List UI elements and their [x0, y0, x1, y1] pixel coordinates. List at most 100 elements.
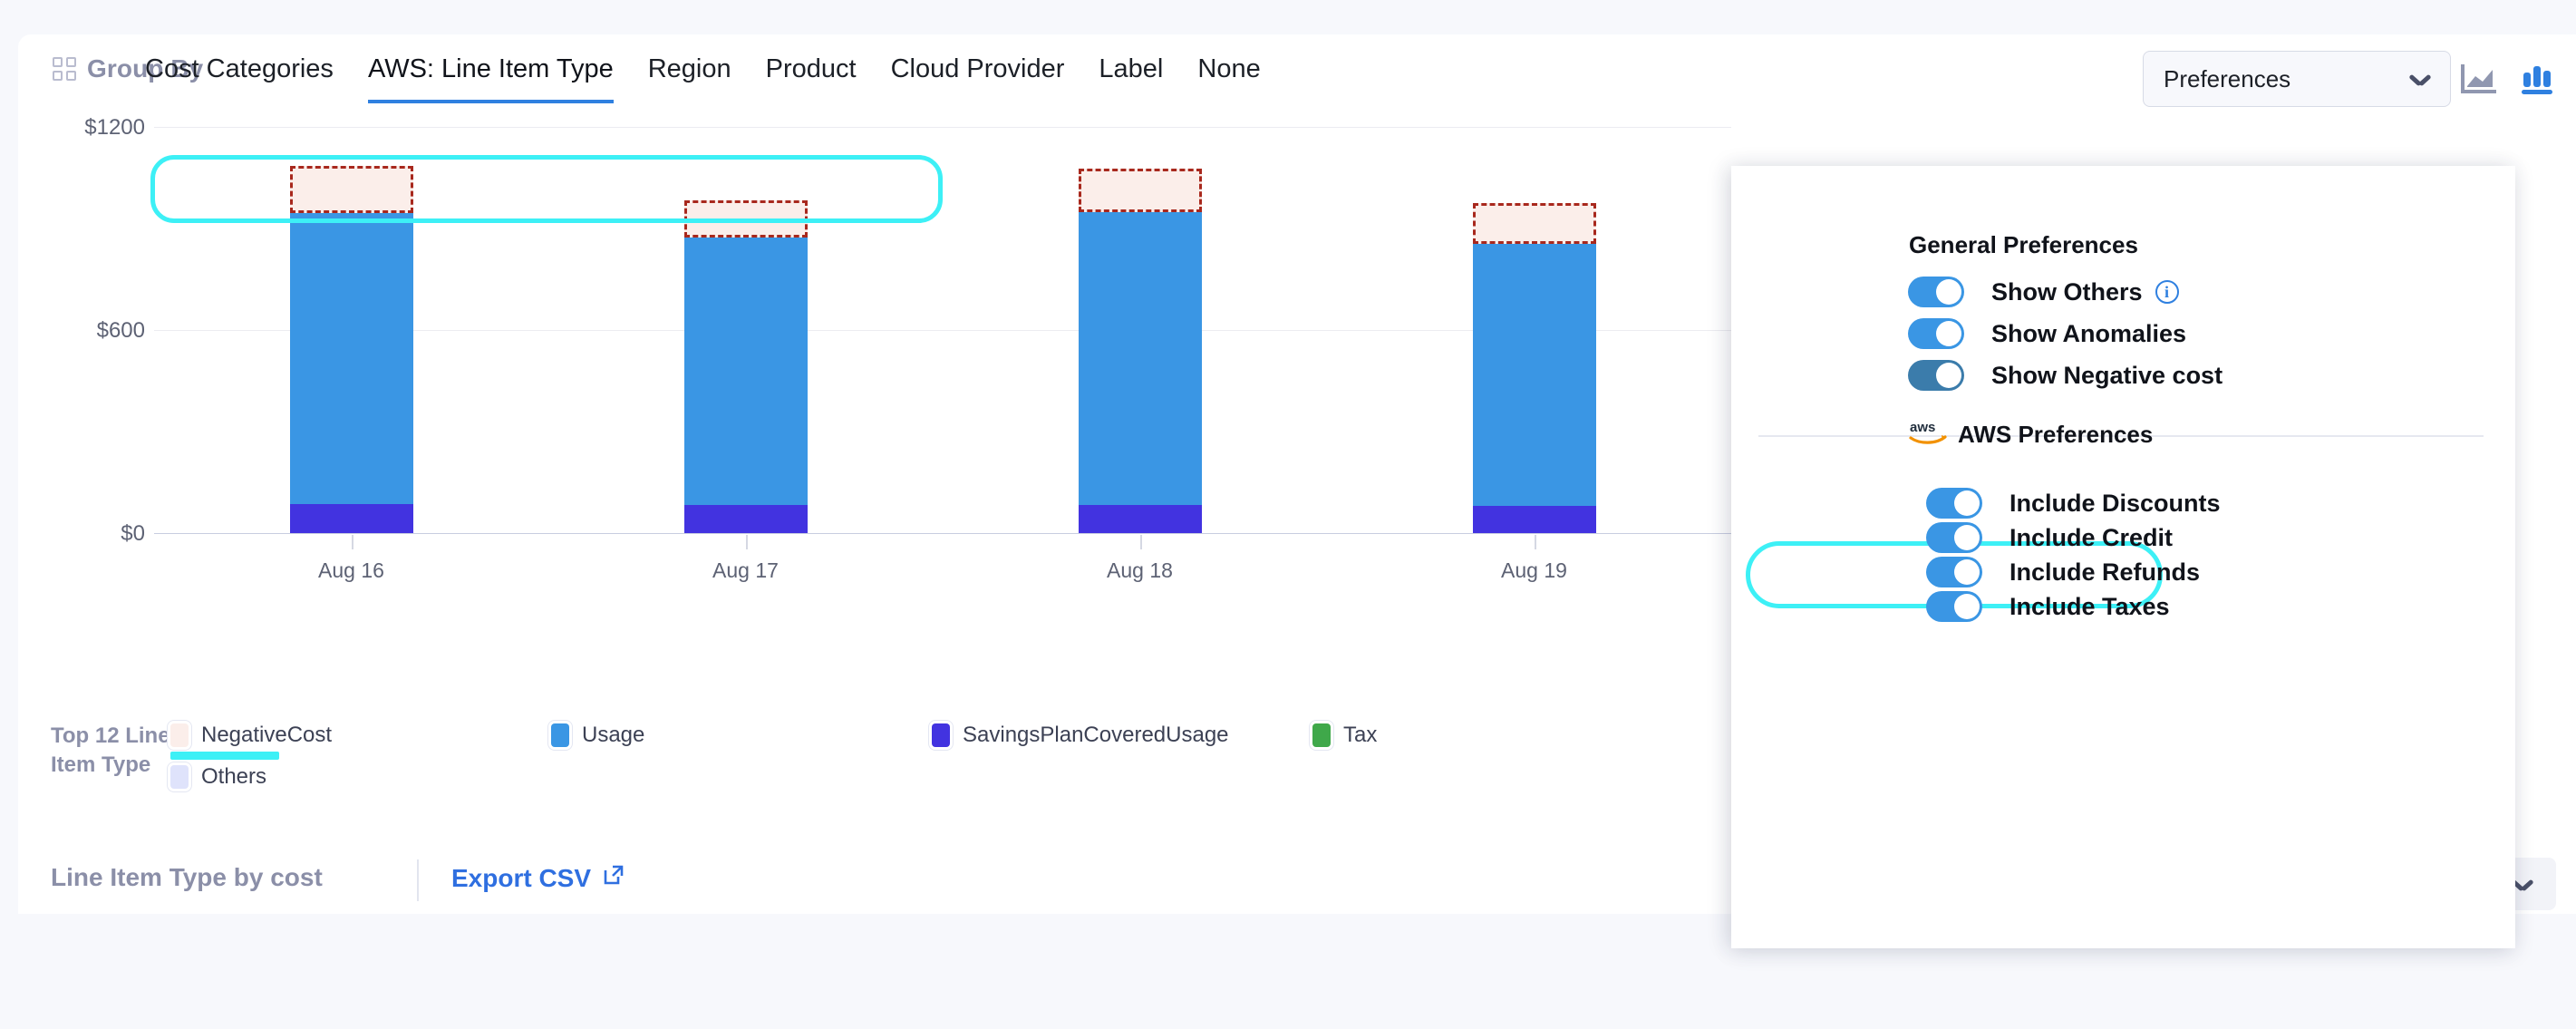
preference-row-show-anomalies[interactable]: Show Anomalies: [1908, 318, 2186, 349]
svg-text:aws: aws: [1910, 420, 1935, 435]
group-by-tabs: Cost Categories AWS: Line Item Type Region…: [145, 51, 1295, 103]
preference-label: Include Refunds: [2009, 558, 2201, 586]
legend-label: Tax: [1343, 723, 1378, 747]
legend-title: Top 12 Line Item Type: [51, 723, 170, 777]
legend-swatch: [170, 765, 189, 789]
bar-segment-usage[interactable]: [1078, 212, 1202, 506]
export-csv-button[interactable]: Export CSV: [451, 863, 625, 893]
bar-column[interactable]: [1472, 127, 1596, 533]
tab-label[interactable]: Label: [1099, 54, 1164, 83]
tab-aws-line-item-type[interactable]: AWS: Line Item Type: [367, 51, 614, 103]
legend-item[interactable]: Others: [170, 756, 551, 798]
bar-column[interactable]: [1078, 127, 1202, 533]
cost-bar-chart: $0 $600 $1200 Aug 16 Aug 17 Aug 18 Aug 19: [18, 109, 1731, 689]
bar-segment-negativecost[interactable]: [289, 165, 413, 214]
bar-segment-negativecost[interactable]: [1472, 203, 1596, 244]
panel-divider: [1758, 435, 2484, 437]
bar-segment-usage[interactable]: [1472, 243, 1596, 507]
bar-segment-savingsplancoveredusage[interactable]: [289, 504, 413, 533]
group-by-text: Group By: [87, 54, 204, 83]
x-axis-tick: [1139, 535, 1142, 549]
y-axis-tick-label: $1200: [84, 115, 145, 140]
legend-swatch: [170, 723, 189, 747]
preference-row-include-credit[interactable]: Include Credit: [1926, 522, 2173, 553]
info-icon[interactable]: i: [2155, 280, 2179, 304]
toggle-switch[interactable]: [1908, 318, 1964, 349]
bar-segment-savingsplancoveredusage[interactable]: [1078, 505, 1202, 533]
preference-label: Include Discounts: [2009, 489, 2221, 517]
content-card: Group By Cost Categories AWS: Line Item T…: [18, 34, 2576, 948]
preference-label: Show Anomalies: [1991, 319, 2187, 347]
bar-segment-negativecost[interactable]: [1078, 168, 1202, 213]
bar-chart-icon[interactable]: [2518, 62, 2556, 101]
legend-item[interactable]: NegativeCost: [170, 714, 551, 760]
export-csv-label: Export CSV: [451, 863, 592, 892]
gridline: [154, 330, 1731, 331]
tab-product[interactable]: Product: [765, 54, 857, 83]
legend-item[interactable]: Tax: [1312, 714, 1584, 756]
aws-preferences-title: AWS Preferences: [1958, 421, 2154, 448]
toolbar: Group By Cost Categories AWS: Line Item T…: [18, 34, 2576, 109]
table-title: Line Item Type by cost: [51, 863, 323, 891]
preferences-panel: General Preferences Show Others i Show Ano…: [1731, 166, 2515, 948]
preference-label: Include Taxes: [2009, 592, 2170, 620]
legend-swatch: [551, 723, 569, 747]
x-axis-tick: [1534, 535, 1536, 549]
aws-logo-icon: aws: [1909, 418, 1947, 451]
legend-swatch: [932, 723, 950, 747]
chevron-down-icon: [2410, 73, 2430, 84]
x-axis-tick-label: Aug 19: [1501, 558, 1567, 582]
toggle-switch[interactable]: [1926, 488, 1982, 519]
tab-region[interactable]: Region: [647, 54, 731, 83]
preference-row-include-taxes[interactable]: Include Taxes: [1926, 591, 2170, 622]
aws-preferences-title-row: aws AWS Preferences: [1909, 418, 2153, 451]
preferences-dropdown-label: Preferences: [2164, 64, 2291, 92]
area-chart-icon[interactable]: [2460, 62, 2498, 101]
toggle-knob: [1954, 490, 1980, 516]
negative-cost-annotation-highlight: [150, 155, 943, 223]
external-link-icon: [602, 863, 625, 893]
legend-item[interactable]: SavingsPlanCoveredUsage: [932, 714, 1312, 756]
preference-row-show-others[interactable]: Show Others i: [1908, 277, 2179, 307]
toggle-knob: [1936, 279, 1961, 305]
toggle-knob: [1954, 594, 1980, 619]
legend-item-list: NegativeCost Usage SavingsPlanCoveredUsage…: [170, 714, 1711, 798]
chart-type-toggle: [2460, 62, 2556, 101]
toggle-switch[interactable]: [1926, 591, 1982, 622]
toggle-switch[interactable]: [1908, 277, 1964, 307]
preference-label: Include Credit: [2009, 523, 2174, 551]
preferences-dropdown[interactable]: Preferences: [2143, 51, 2451, 107]
toggle-knob: [1954, 559, 1980, 585]
tab-none[interactable]: None: [1197, 54, 1261, 83]
toggle-knob: [1936, 363, 1961, 388]
legend-label: Usage: [582, 723, 645, 747]
preference-row-include-refunds[interactable]: Include Refunds: [1926, 557, 2200, 587]
tab-cost-categories[interactable]: Cost Categories: [145, 54, 334, 83]
legend-item[interactable]: Usage: [551, 714, 932, 756]
legend-label: NegativeCost: [201, 723, 333, 747]
tab-cloud-provider[interactable]: Cloud Provider: [890, 54, 1065, 83]
x-axis-tick: [745, 535, 748, 549]
preference-label: Show Negative cost: [1991, 361, 2223, 389]
bar-column[interactable]: [289, 127, 413, 533]
gridline: [154, 127, 1731, 128]
bar-segment-usage[interactable]: [683, 238, 808, 506]
bar-segment-savingsplancoveredusage[interactable]: [683, 505, 808, 533]
toggle-switch[interactable]: [1926, 557, 1982, 587]
preference-label: Show Others: [1991, 277, 2143, 306]
footer-divider: [417, 859, 419, 901]
toggle-switch[interactable]: [1926, 522, 1982, 553]
toggle-switch[interactable]: [1908, 360, 1964, 391]
x-axis-tick-label: Aug 17: [712, 558, 779, 582]
legend-label: Others: [201, 764, 267, 789]
bar-segment-savingsplancoveredusage[interactable]: [1472, 506, 1596, 533]
y-axis-tick-label: $0: [121, 521, 145, 546]
legend-swatch: [1312, 723, 1331, 747]
preference-row-show-negative-cost[interactable]: Show Negative cost: [1908, 360, 2223, 391]
grid-layout-icon: [53, 57, 76, 81]
toggle-knob: [1936, 321, 1961, 346]
bar-segment-usage[interactable]: [289, 213, 413, 505]
preference-row-include-discounts[interactable]: Include Discounts: [1926, 488, 2221, 519]
x-axis-tick-label: Aug 16: [318, 558, 384, 582]
general-preferences-title: General Preferences: [1909, 231, 2138, 258]
